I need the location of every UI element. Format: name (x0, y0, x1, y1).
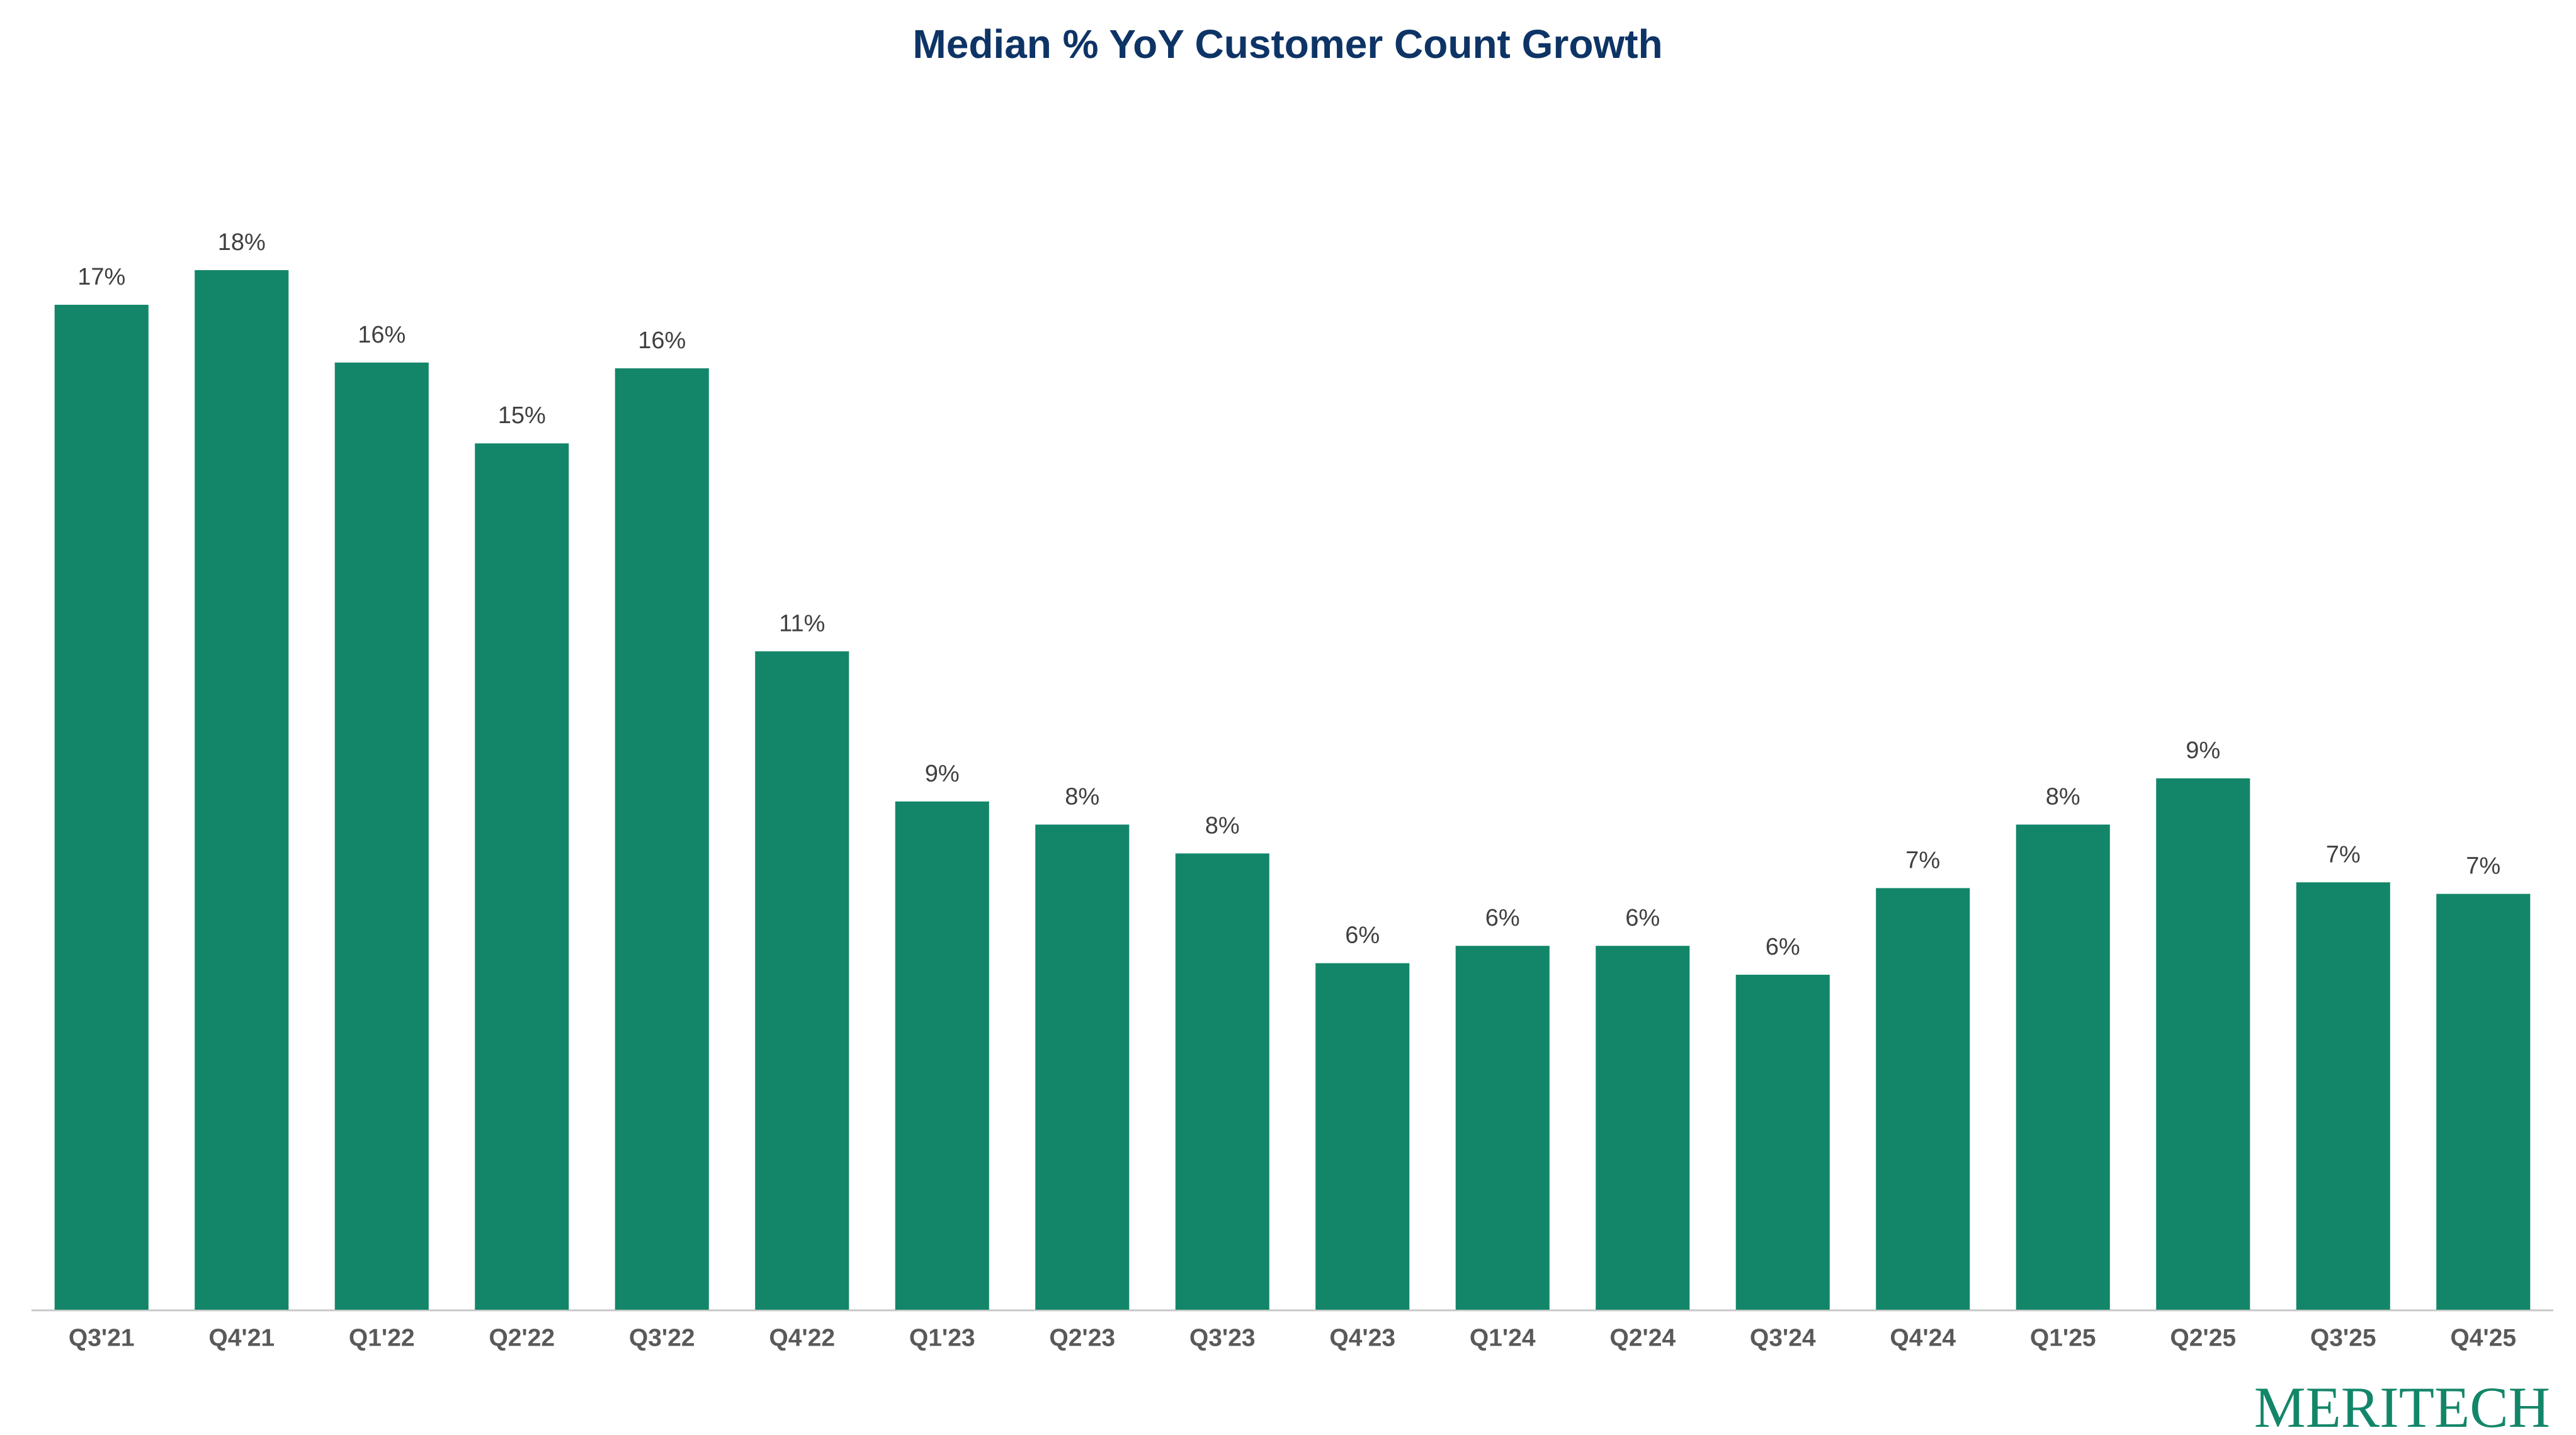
x-tick-label: Q1'24 (1470, 1324, 1536, 1351)
bar (54, 305, 149, 1310)
bar (1175, 853, 1269, 1310)
x-tick-label: Q3'23 (1189, 1324, 1256, 1351)
value-label: 9% (2186, 737, 2220, 764)
value-label: 8% (1205, 812, 1240, 839)
x-tick-label: Q4'21 (208, 1324, 275, 1351)
value-label: 8% (1065, 784, 1099, 810)
value-label: 7% (2326, 841, 2361, 868)
value-label: 6% (1345, 922, 1380, 949)
x-tick-label: Q2'22 (489, 1324, 555, 1351)
value-label: 11% (779, 610, 825, 637)
bar (1596, 946, 1690, 1310)
bar (2156, 778, 2250, 1310)
bar (1035, 824, 1130, 1310)
value-label: 15% (498, 402, 546, 429)
bar (1455, 946, 1550, 1310)
bar (334, 362, 429, 1310)
x-tick-label: Q3'22 (629, 1324, 695, 1351)
bar (2436, 893, 2531, 1310)
chart-title: Median % YoY Customer Count Growth (912, 21, 1662, 67)
value-label: 7% (1905, 847, 1940, 873)
logo: MERITECH (2254, 1375, 2550, 1435)
bar (2016, 824, 2110, 1310)
bar (615, 368, 709, 1310)
x-tick-label: Q1'22 (349, 1324, 415, 1351)
bar (1735, 975, 1830, 1310)
value-label: 8% (2046, 784, 2080, 810)
value-label: 7% (2466, 853, 2500, 880)
value-label: 18% (218, 229, 266, 256)
value-label: 6% (1625, 905, 1660, 931)
x-tick-label: Q2'24 (1609, 1324, 1676, 1351)
bar (475, 443, 569, 1310)
value-label: 6% (1485, 905, 1520, 931)
x-tick-label: Q3'25 (2310, 1324, 2376, 1351)
bar (755, 651, 849, 1310)
value-label: 17% (77, 264, 125, 290)
bar (2296, 882, 2390, 1310)
value-label: 16% (358, 322, 406, 348)
bar (195, 270, 289, 1310)
x-tick-label: Q3'21 (69, 1324, 135, 1351)
bar (1315, 963, 1410, 1310)
x-tick-label: Q4'22 (769, 1324, 835, 1351)
x-tick-label: Q3'24 (1750, 1324, 1816, 1351)
x-tick-label: Q1'25 (2030, 1324, 2096, 1351)
x-tick-label: Q4'25 (2450, 1324, 2516, 1351)
value-label: 6% (1766, 934, 1800, 960)
x-tick-label: Q4'23 (1329, 1324, 1395, 1351)
bar (895, 801, 989, 1310)
value-label: 9% (925, 761, 960, 787)
x-tick-label: Q4'24 (1890, 1324, 1956, 1351)
value-label: 16% (638, 327, 686, 354)
x-tick-label: Q2'23 (1049, 1324, 1115, 1351)
x-tick-label: Q1'23 (909, 1324, 975, 1351)
bar (1876, 888, 1970, 1310)
x-tick-label: Q2'25 (2170, 1324, 2236, 1351)
